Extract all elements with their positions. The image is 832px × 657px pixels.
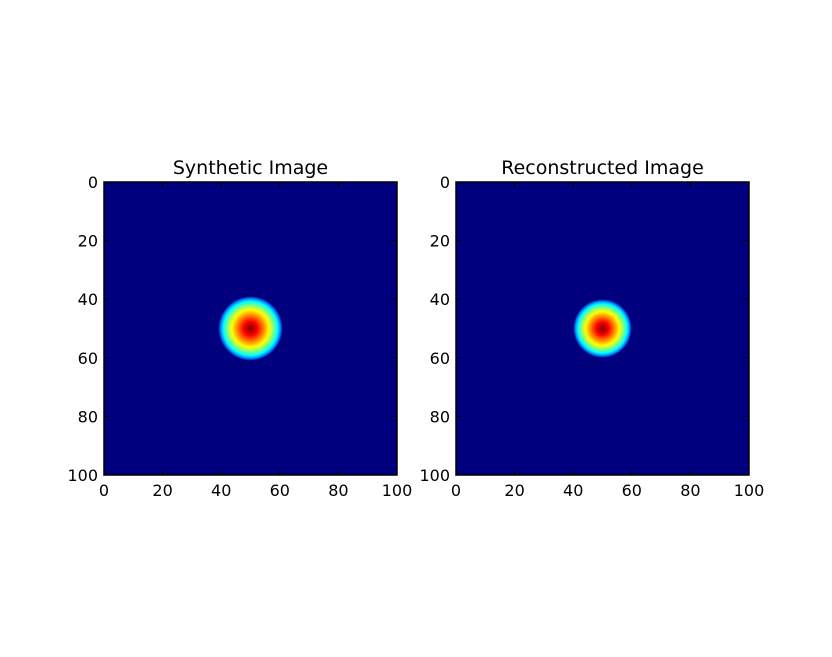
- x-tick-label: 80: [328, 481, 348, 500]
- x-tick-label: 0: [99, 481, 109, 500]
- x-tick-label: 40: [211, 481, 231, 500]
- x-tick-label: 60: [622, 481, 642, 500]
- x-tick-label: 100: [382, 481, 413, 500]
- y-tick-label: 100: [67, 466, 98, 485]
- gaussian-blob: [573, 299, 632, 358]
- chart-title: Reconstructed Image: [501, 157, 704, 179]
- y-tick-label: 20: [430, 232, 450, 251]
- chart-title: Synthetic Image: [173, 157, 328, 179]
- y-tick-label: 100: [419, 466, 450, 485]
- y-tick-label: 60: [430, 349, 450, 368]
- x-tick-label: 40: [563, 481, 583, 500]
- y-tick-label: 60: [78, 349, 98, 368]
- x-tick-label: 0: [451, 481, 461, 500]
- y-tick-label: 20: [78, 232, 98, 251]
- y-tick-label: 0: [440, 173, 450, 192]
- x-tick-label: 20: [504, 481, 524, 500]
- y-tick-label: 40: [430, 290, 450, 309]
- gaussian-blob: [218, 296, 283, 361]
- x-tick-label: 100: [734, 481, 765, 500]
- y-tick-label: 40: [78, 290, 98, 309]
- y-tick-label: 80: [78, 407, 98, 426]
- y-tick-label: 0: [88, 173, 98, 192]
- axes-frame: [455, 181, 750, 476]
- y-tick-label: 80: [430, 407, 450, 426]
- x-tick-label: 20: [152, 481, 172, 500]
- x-tick-label: 60: [270, 481, 290, 500]
- axes-frame: [103, 181, 398, 476]
- x-tick-label: 80: [680, 481, 700, 500]
